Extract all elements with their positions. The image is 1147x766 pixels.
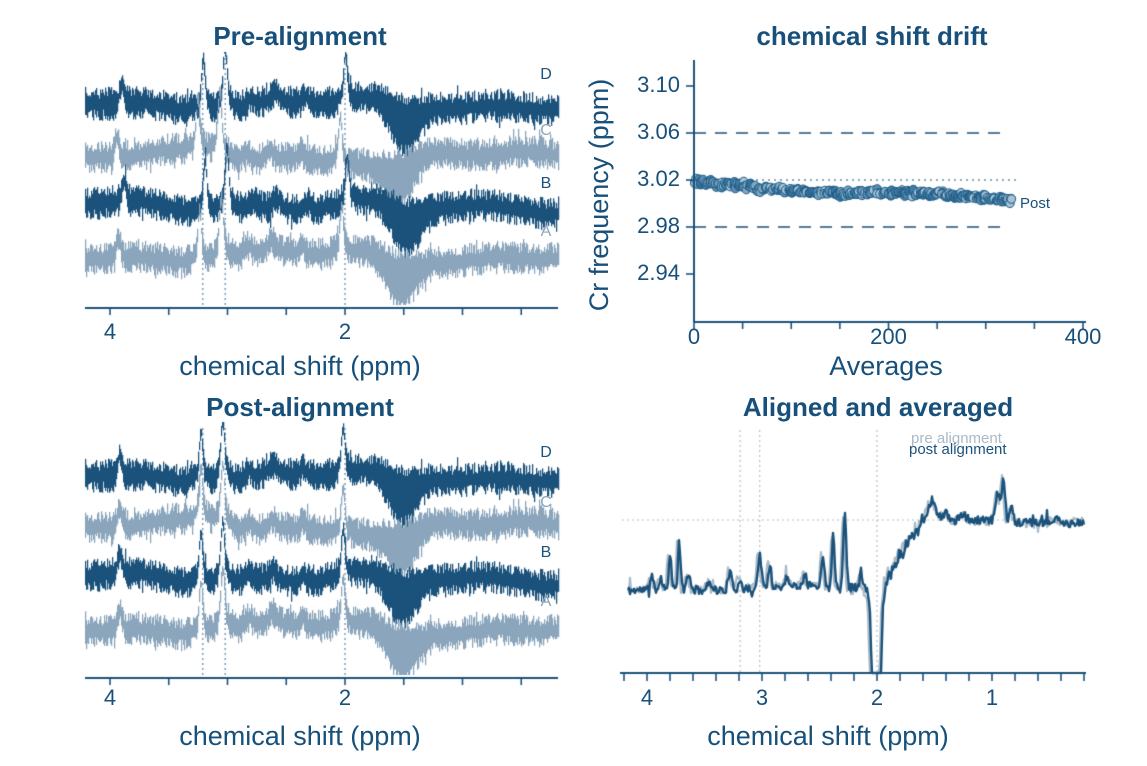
x-tick-label: 400 — [1064, 324, 1102, 349]
y-tick-label: 3.10 — [637, 72, 680, 97]
y-tick-label: 3.06 — [637, 119, 680, 144]
drift-xlabel: Averages — [829, 351, 943, 381]
drift-ylabel: Cr frequency (ppm) — [584, 78, 615, 312]
x-tick-label: 3 — [755, 685, 769, 710]
x-tick-label: 2 — [338, 685, 352, 710]
post-alignment-title: Post-alignment — [206, 392, 394, 422]
legend-pre-alignment: pre alignment — [911, 430, 1002, 447]
y-tick-label: 3.02 — [637, 166, 680, 191]
trace-label-b: B — [540, 175, 552, 192]
trace-label-b: B — [540, 544, 552, 561]
chemical-shift-drift-title: chemical shift drift — [756, 21, 988, 51]
x-tick-label: 1 — [985, 685, 999, 710]
legend-post-alignment: post alignment — [909, 441, 1007, 458]
aligned-averaged-xlabel: chemical shift (ppm) — [707, 721, 949, 751]
trace-label-c: C — [540, 494, 552, 511]
x-tick-label: 0 — [687, 324, 701, 349]
x-tick-label: 2 — [338, 319, 352, 344]
trace-label-d: D — [540, 66, 552, 83]
y-tick-label: 2.98 — [637, 213, 680, 238]
post-annotation: Post — [1020, 195, 1051, 212]
pre-alignment-title: Pre-alignment — [213, 21, 387, 51]
y-tick-label: 2.94 — [637, 260, 680, 285]
trace-label-c: C — [540, 122, 552, 139]
x-tick-label: 200 — [870, 324, 907, 349]
x-tick-label: 4 — [103, 319, 117, 344]
post-alignment-xlabel: chemical shift (ppm) — [179, 721, 421, 751]
x-tick-label: 4 — [103, 685, 117, 710]
aligned-averaged-title: Aligned and averaged — [742, 392, 1014, 422]
trace-label-a: A — [540, 593, 552, 610]
trace-label-d: D — [540, 444, 552, 461]
trace-label-a: A — [540, 223, 552, 240]
x-tick-label: 2 — [870, 685, 884, 710]
x-tick-label: 4 — [640, 685, 654, 710]
pre-alignment-xlabel: chemical shift (ppm) — [179, 351, 421, 381]
